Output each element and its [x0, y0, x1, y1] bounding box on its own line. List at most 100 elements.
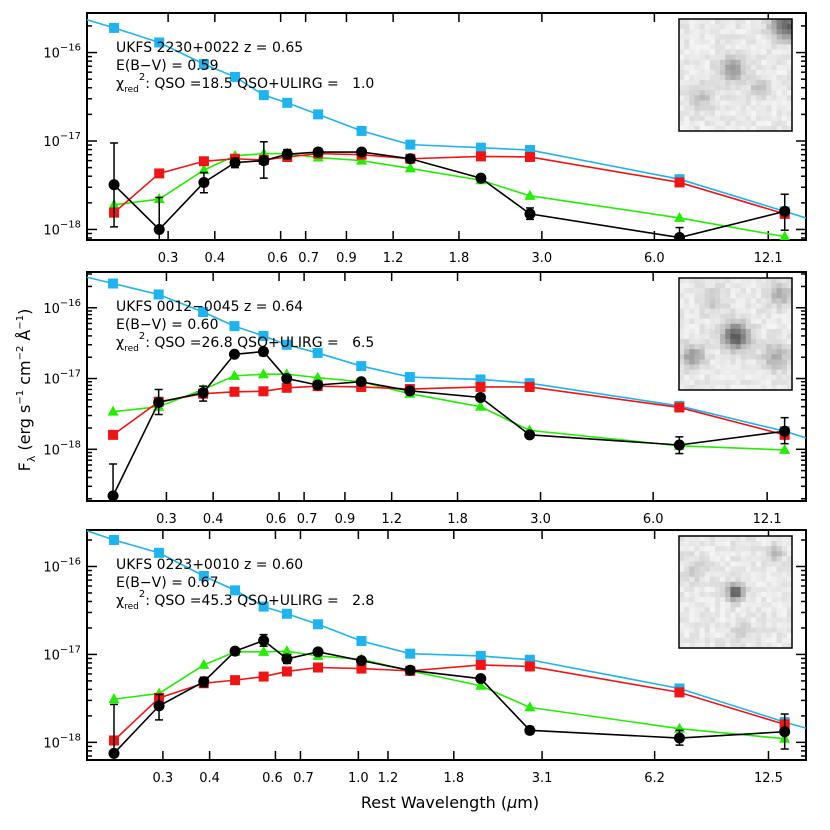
cutout-pixel [735, 59, 742, 66]
cutout-pixel [771, 339, 778, 345]
cutout-pixel [694, 328, 701, 335]
cutout-pixel [704, 95, 711, 102]
cutout-pixel [699, 561, 706, 568]
cutout-pixel [694, 69, 701, 76]
series-layer [87, 530, 806, 760]
cutout-pixel [745, 566, 752, 573]
cutout-pixel [786, 19, 793, 25]
cutout-pixel [725, 632, 731, 639]
cutout-pixel [735, 278, 742, 284]
data-marker [404, 153, 416, 165]
cutout-pixel [699, 298, 706, 305]
cutout-pixel [679, 637, 685, 644]
cutout-pixel [725, 622, 731, 629]
cutout-pixel [684, 354, 690, 361]
cutout-pixel [694, 536, 701, 542]
cutout-pixel [750, 283, 757, 289]
cutout-pixel [689, 541, 696, 547]
cutout-pixel [704, 607, 711, 613]
cutout-pixel [740, 586, 747, 593]
cutout-pixel [679, 622, 685, 629]
ulirg-marker [674, 211, 686, 222]
cutout-pixel [699, 364, 706, 371]
qso-marker [258, 330, 269, 341]
ulirg-marker [257, 368, 269, 379]
cutout-pixel [730, 642, 737, 649]
cutout-pixel [786, 278, 793, 284]
cutout-pixel [684, 125, 690, 132]
cutout-pixel [745, 597, 752, 603]
cutout-pixel [679, 75, 685, 81]
cutout-pixel [756, 566, 762, 573]
cutout-pixel [786, 29, 793, 35]
cutout-pixel [745, 571, 752, 578]
cutout-pixel [750, 379, 757, 386]
cutout-pixel [745, 308, 752, 315]
cutout-pixel [725, 627, 731, 634]
cutout-pixel [725, 54, 731, 61]
cutout-pixel [709, 69, 716, 76]
cutout-pixel [771, 328, 778, 335]
cutout-pixel [766, 349, 773, 355]
cutout-pixel [714, 556, 721, 563]
cutout-pixel [781, 19, 788, 25]
cutout-pixel [679, 632, 685, 639]
cutout-pixel [750, 69, 757, 76]
cutout-pixel [699, 607, 706, 613]
cutout-pixel [756, 597, 762, 603]
qso-marker [281, 608, 292, 619]
cutout-pixel [684, 115, 690, 122]
cutout-pixel [766, 607, 773, 613]
cutout-pixel [684, 612, 690, 619]
cutout-pixel [786, 612, 793, 619]
cutout-pixel [766, 364, 773, 371]
data-marker [198, 676, 210, 688]
cutout-pixel [684, 293, 690, 299]
cutout-pixel [771, 115, 778, 122]
cutout-pixel [679, 283, 685, 289]
cutout-pixel [740, 323, 747, 330]
cutout-pixel [781, 85, 788, 91]
cutout-pixel [740, 369, 747, 376]
y-tick-base: 10 [43, 302, 60, 317]
cutout-pixel [756, 586, 762, 593]
cutout-pixel [766, 293, 773, 299]
cutout-pixel [756, 313, 762, 320]
y-tick-exponent: −16 [60, 43, 81, 54]
cutout-pixel [740, 105, 747, 112]
cutout-pixel [735, 622, 742, 629]
data-marker [524, 724, 536, 736]
cutout-pixel [699, 379, 706, 386]
cutout-pixel [714, 627, 721, 634]
cutout-pixel [684, 288, 690, 294]
cutout-pixel [709, 110, 716, 117]
cutout-pixel [730, 607, 737, 613]
cutout-pixel [745, 288, 752, 294]
cutout-pixel [766, 105, 773, 112]
x-tick-label: 1.2 [383, 251, 404, 266]
cutout-pixel [766, 334, 773, 340]
cutout-pixel [771, 622, 778, 629]
cutout-pixel [766, 90, 773, 96]
cutout-pixel [730, 622, 737, 629]
cutout-pixel [709, 627, 716, 634]
cutout-pixel [689, 308, 696, 315]
cutout-pixel [776, 546, 783, 552]
cutout-pixel [745, 95, 752, 102]
cutout-pixel [725, 34, 731, 40]
cutout-pixel [786, 561, 793, 568]
cutout-pixel [730, 44, 737, 51]
cutout-pixel [689, 293, 696, 299]
data-marker [153, 223, 165, 235]
cutout-pixel [725, 354, 731, 361]
cutout-pixel [776, 617, 783, 624]
cutout-pixel [699, 303, 706, 310]
cutout-pixel [699, 39, 706, 46]
cutout-pixel [679, 592, 685, 598]
cutout-pixel [786, 627, 793, 634]
cutout-pixel [756, 34, 762, 40]
data-marker [779, 726, 791, 738]
cutout-pixel [704, 334, 711, 340]
cutout-pixel [679, 293, 685, 299]
cutout-pixel [699, 288, 706, 294]
